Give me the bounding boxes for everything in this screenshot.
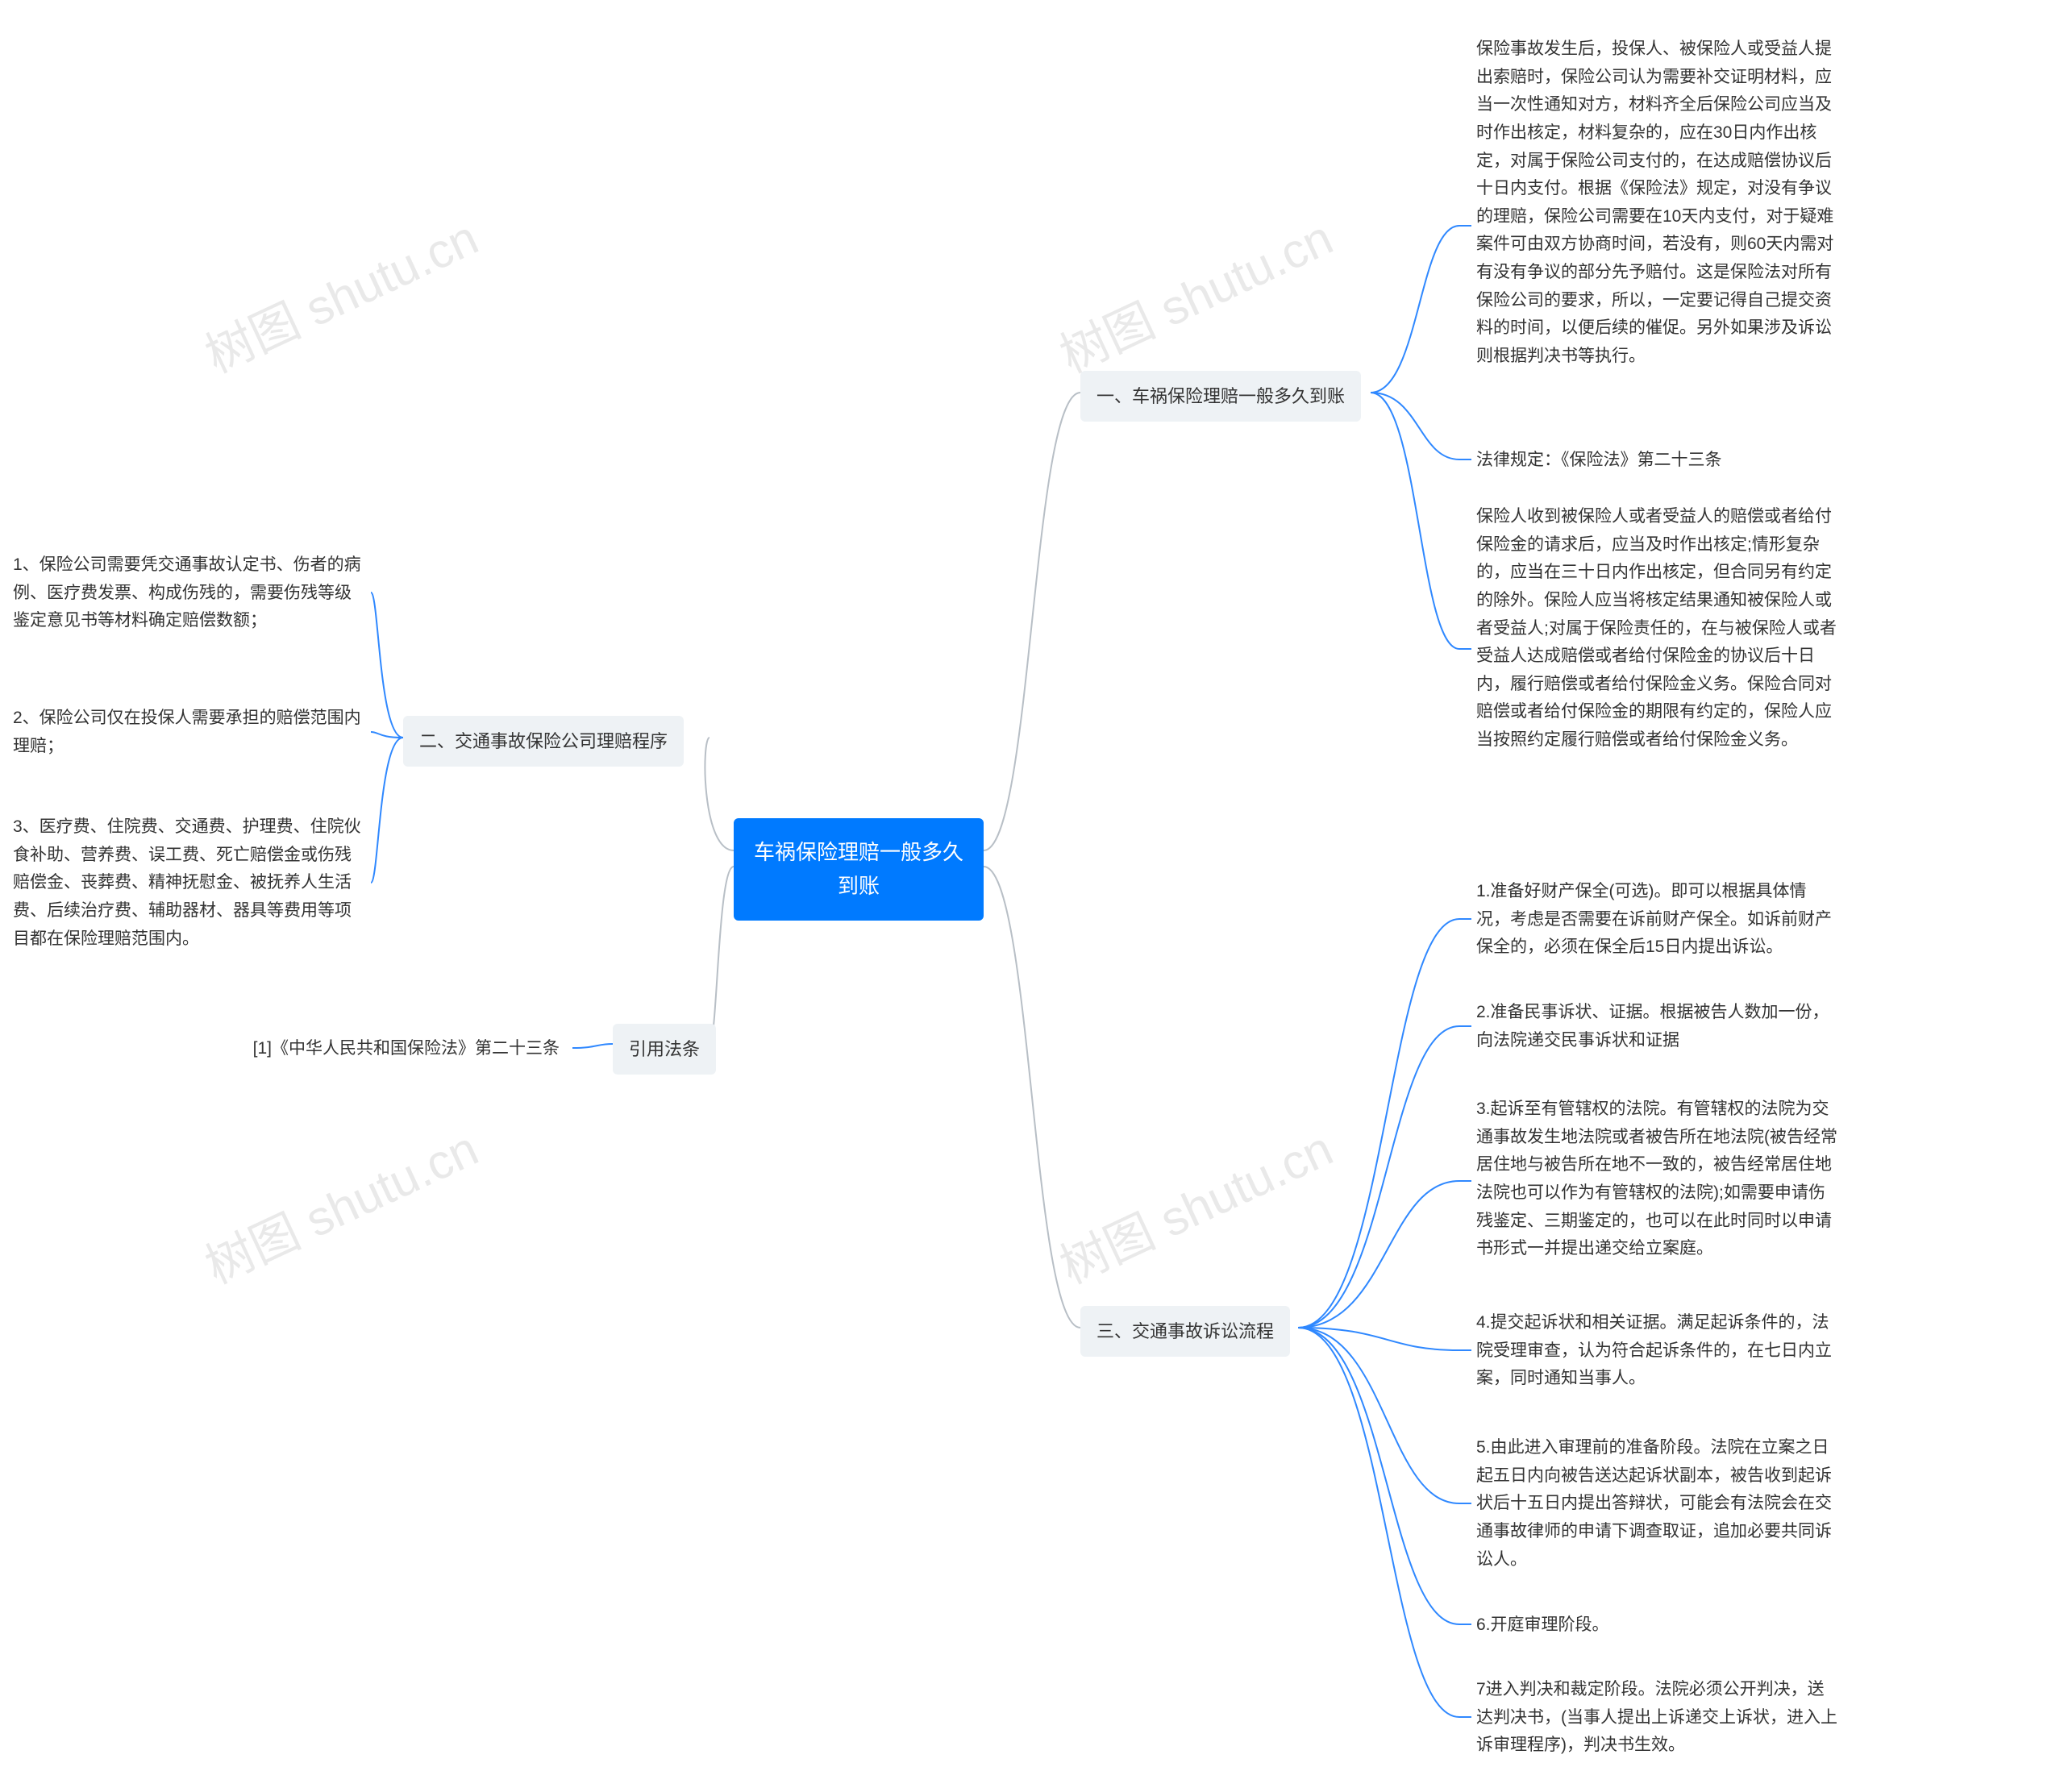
leaf-text: 6.开庭审理阶段。 xyxy=(1476,1615,1609,1634)
branch-label: 三、交通事故诉讼流程 xyxy=(1096,1321,1274,1341)
leaf-text: 3.起诉至有管辖权的法院。有管辖权的法院为交通事故发生地法院或者被告所在地法院(… xyxy=(1476,1100,1837,1258)
leaf-text: 1、保险公司需要凭交通事故认定书、伤者的病例、医疗费发票、构成伤残的，需要伤残等… xyxy=(13,555,361,630)
root-label: 车祸保险理赔一般多久到账 xyxy=(754,840,963,898)
leaf-node[interactable]: 2、保险公司仅在投保人需要承担的赔偿范围内理赔； xyxy=(8,701,371,763)
leaf-node[interactable]: 保险人收到被保险人或者受益人的赔偿或者给付保险金的请求后，应当及时作出核定;情形… xyxy=(1471,500,1842,758)
leaf-node[interactable]: 2.准备民事诉状、证据。根据被告人数加一份，向法院递交民事诉状和证据 xyxy=(1471,996,1842,1058)
branch-label: 二、交通事故保险公司理赔程序 xyxy=(419,731,668,751)
leaf-node[interactable]: 保险事故发生后，投保人、被保险人或受益人提出索赔时，保险公司认为需要补交证明材料… xyxy=(1471,32,1842,374)
leaf-node[interactable]: 3、医疗费、住院费、交通费、护理费、住院伙食补助、营养费、误工费、死亡赔偿金或伤… xyxy=(8,810,371,956)
branch-node-2[interactable]: 二、交通事故保险公司理赔程序 xyxy=(403,716,684,767)
branch-node-1[interactable]: 一、车祸保险理赔一般多久到账 xyxy=(1080,371,1361,422)
leaf-node[interactable]: [1]《中华人民共和国保险法》第二十三条 xyxy=(194,1032,564,1066)
leaf-node[interactable]: 法律规定：《保险法》第二十三条 xyxy=(1471,443,1842,478)
leaf-node[interactable]: 3.起诉至有管辖权的法院。有管辖权的法院为交通事故发生地法院或者被告所在地法院(… xyxy=(1471,1092,1842,1266)
branch-label: 一、车祸保险理赔一般多久到账 xyxy=(1096,386,1345,406)
leaf-text: 2.准备民事诉状、证据。根据被告人数加一份，向法院递交民事诉状和证据 xyxy=(1476,1003,1829,1050)
leaf-text: 2、保险公司仅在投保人需要承担的赔偿范围内理赔； xyxy=(13,709,361,755)
branch-node-3[interactable]: 三、交通事故诉讼流程 xyxy=(1080,1306,1290,1357)
leaf-text: 4.提交起诉状和相关证据。满足起诉条件的，法院受理审查，认为符合起诉条件的，在七… xyxy=(1476,1313,1832,1387)
branch-node-4[interactable]: 引用法条 xyxy=(613,1024,716,1075)
leaf-text: [1]《中华人民共和国保险法》第二十三条 xyxy=(253,1039,560,1058)
leaf-node[interactable]: 7进入判决和裁定阶段。法院必须公开判决，送达判决书，(当事人提出上诉递交上诉状，… xyxy=(1471,1673,1842,1763)
leaf-node[interactable]: 5.由此进入审理前的准备阶段。法院在立案之日起五日内向被告送达起诉状副本，被告收… xyxy=(1471,1431,1842,1577)
leaf-node[interactable]: 4.提交起诉状和相关证据。满足起诉条件的，法院受理审查，认为符合起诉条件的，在七… xyxy=(1471,1306,1842,1396)
leaf-text: 1.准备好财产保全(可选)。即可以根据具体情况，考虑是否需要在诉前财产保全。如诉… xyxy=(1476,882,1832,956)
watermark: 树图 shutu.cn xyxy=(193,199,488,386)
leaf-text: 保险人收到被保险人或者受益人的赔偿或者给付保险金的请求后，应当及时作出核定;情形… xyxy=(1476,507,1837,749)
leaf-text: 保险事故发生后，投保人、被保险人或受益人提出索赔时，保险公司认为需要补交证明材料… xyxy=(1476,39,1833,365)
leaf-node[interactable]: 1.准备好财产保全(可选)。即可以根据具体情况，考虑是否需要在诉前财产保全。如诉… xyxy=(1471,875,1842,965)
root-node[interactable]: 车祸保险理赔一般多久到账 xyxy=(734,818,984,921)
leaf-text: 7进入判决和裁定阶段。法院必须公开判决，送达判决书，(当事人提出上诉递交上诉状，… xyxy=(1476,1680,1837,1754)
leaf-text: 3、医疗费、住院费、交通费、护理费、住院伙食补助、营养费、误工费、死亡赔偿金或伤… xyxy=(13,817,361,948)
leaf-node[interactable]: 1、保险公司需要凭交通事故认定书、伤者的病例、医疗费发票、构成伤残的，需要伤残等… xyxy=(8,548,371,638)
leaf-node[interactable]: 6.开庭审理阶段。 xyxy=(1471,1608,1842,1643)
watermark: 树图 shutu.cn xyxy=(1047,1110,1342,1297)
leaf-text: 法律规定：《保险法》第二十三条 xyxy=(1476,451,1722,469)
branch-label: 引用法条 xyxy=(629,1039,700,1059)
watermark: 树图 shutu.cn xyxy=(193,1110,488,1297)
leaf-text: 5.由此进入审理前的准备阶段。法院在立案之日起五日内向被告送达起诉状副本，被告收… xyxy=(1476,1438,1832,1569)
watermark: 树图 shutu.cn xyxy=(1047,199,1342,386)
